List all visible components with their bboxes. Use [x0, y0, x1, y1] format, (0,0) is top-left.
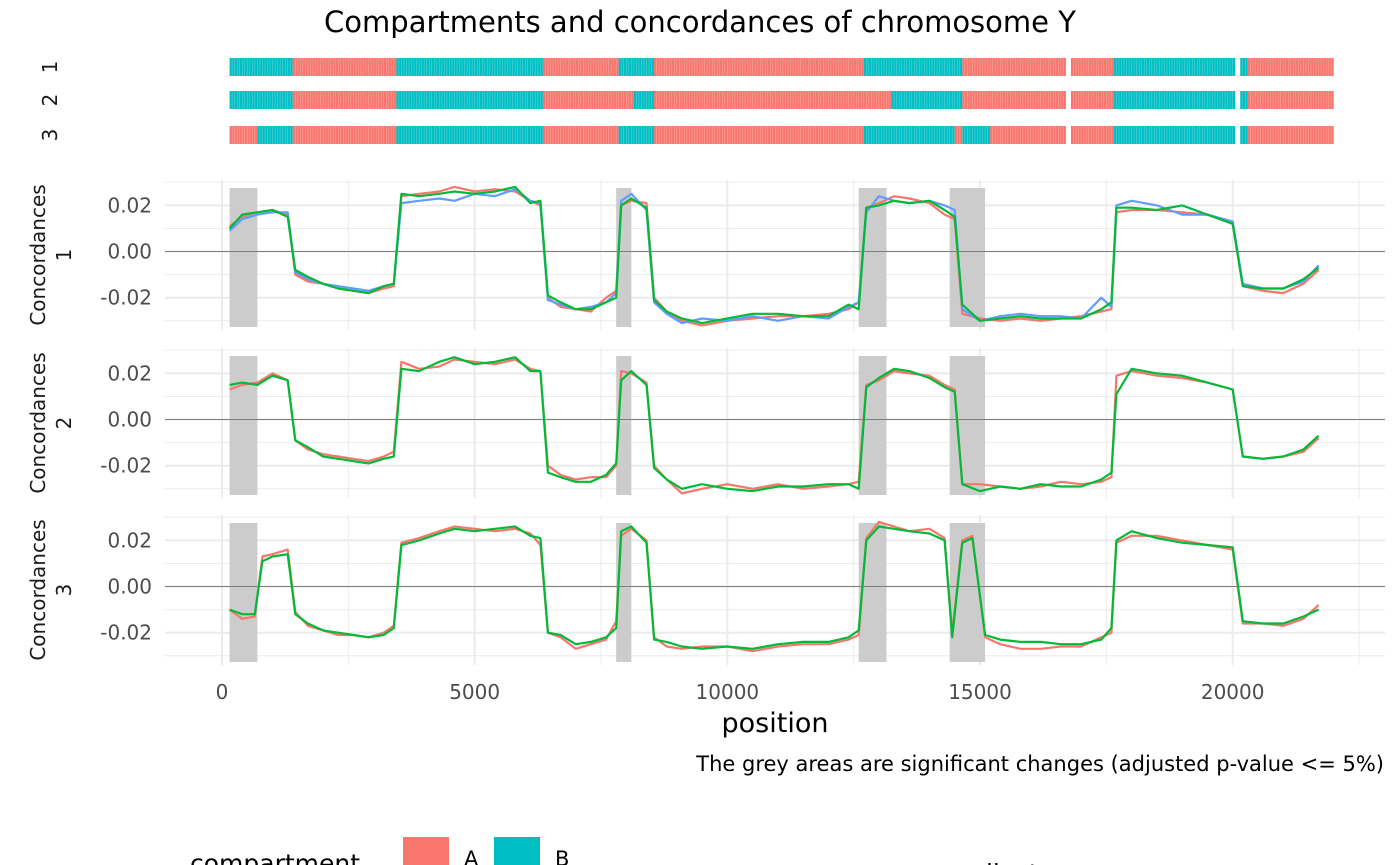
x-axis-label: position — [722, 708, 829, 739]
track-label: 3 — [38, 129, 62, 142]
legend-title: compartment — [190, 849, 360, 865]
y-axis-label-text: Concordances — [26, 352, 50, 493]
y-axis-label-text: Concordances — [26, 184, 50, 325]
y-tick-label: 0.00 — [107, 575, 152, 599]
significant-region — [949, 188, 986, 327]
legend-label: B — [555, 847, 569, 865]
panel-1: 0.02 0.00 -0.02 Concordances 1 — [26, 180, 1385, 330]
significant-region — [858, 523, 887, 662]
compartment-segment — [229, 91, 293, 109]
y-tick-label: 0.02 — [107, 361, 152, 385]
compartment-segment — [990, 126, 1066, 144]
y-axis-label-strip: 2 — [52, 417, 76, 430]
compartment-segment — [1113, 91, 1236, 109]
compartment-segment — [1247, 126, 1334, 144]
compartment-segment — [962, 91, 1066, 109]
series-line — [228, 185, 1320, 327]
track-label: 1 — [38, 61, 62, 74]
y-axis-label-strip: 1 — [52, 249, 76, 262]
x-tick-label: 10000 — [696, 680, 760, 704]
compartment-segment — [863, 126, 955, 144]
compartment-tracks: 1 2 3 — [38, 58, 1334, 144]
y-tick-label: 0.02 — [107, 193, 152, 217]
compartment-segment — [396, 91, 543, 109]
legend-secondary-title: replicate — [945, 859, 1054, 865]
compartment-segment — [396, 126, 543, 144]
compartment-segment — [618, 126, 655, 144]
compartment-segment — [654, 58, 864, 76]
y-axis-label-text: Concordances — [26, 519, 50, 660]
compartment-segment — [1113, 126, 1236, 144]
x-tick-label: 0 — [216, 680, 229, 704]
compartment-segment — [654, 126, 864, 144]
y-axis-label: Concordances 3 — [26, 519, 76, 660]
compartment-segment — [292, 58, 397, 76]
compartment-segment — [1070, 91, 1114, 109]
legend-label: A — [464, 847, 479, 865]
compartment-segment — [292, 126, 397, 144]
panel-3: 0.02 0.00 -0.02 Concordances 3 — [26, 515, 1385, 665]
series-line — [229, 358, 1320, 495]
significant-region — [949, 356, 986, 495]
compartment-segment — [1247, 58, 1334, 76]
compartment-segment — [542, 91, 634, 109]
y-tick-label: 0.02 — [107, 528, 152, 552]
compartment-segment — [1240, 58, 1248, 76]
series-line — [229, 525, 1320, 650]
compartment-segment — [1240, 91, 1248, 109]
compartment-segment — [1070, 126, 1114, 144]
compartment-segment — [863, 58, 963, 76]
compartment-segment — [542, 126, 619, 144]
y-axis-label: Concordances 1 — [26, 184, 76, 325]
compartment-segment — [654, 91, 892, 109]
y-tick-label: -0.02 — [100, 286, 152, 310]
compartment-segment — [229, 126, 258, 144]
compartment-segment — [1247, 91, 1334, 109]
compartment-segment — [257, 126, 293, 144]
track-label: 2 — [38, 94, 62, 107]
y-axis-label: Concordances 2 — [26, 352, 76, 493]
compartment-segment — [962, 126, 991, 144]
x-axis: 0 5000 10000 15000 20000 — [216, 680, 1265, 704]
x-tick-label: 20000 — [1201, 680, 1265, 704]
caption: The grey areas are significant changes (… — [695, 752, 1384, 776]
series-line — [228, 185, 1320, 325]
y-tick-label: -0.02 — [100, 621, 152, 645]
y-tick-label: 0.00 — [107, 240, 152, 264]
compartment-segment — [229, 58, 293, 76]
legend-swatch — [494, 837, 540, 865]
legend-swatch — [403, 837, 449, 865]
significant-region — [229, 356, 258, 495]
compartment-segment — [542, 58, 619, 76]
compartment-segment — [633, 91, 655, 109]
y-axis-label-strip: 3 — [52, 584, 76, 597]
compartment-segment — [1113, 58, 1236, 76]
compartment-segment — [618, 58, 655, 76]
legend: compartment A Breplicate — [190, 837, 1054, 865]
significant-region — [229, 523, 258, 662]
compartment-segment — [891, 91, 963, 109]
series-line — [229, 356, 1320, 493]
panel-2: 0.02 0.00 -0.02 Concordances 2 — [26, 348, 1385, 498]
x-tick-label: 15000 — [948, 680, 1012, 704]
compartment-segment — [396, 58, 543, 76]
x-tick-label: 5000 — [449, 680, 500, 704]
y-tick-label: 0.00 — [107, 408, 152, 432]
compartment-segment — [954, 126, 963, 144]
significant-region — [229, 188, 258, 327]
compartment-segment — [292, 91, 397, 109]
compartment-segment — [1070, 58, 1114, 76]
chart-title: Compartments and concordances of chromos… — [324, 5, 1076, 39]
compartment-segment — [962, 58, 1066, 76]
compartment-segment — [1240, 126, 1248, 144]
y-tick-label: -0.02 — [100, 454, 152, 478]
